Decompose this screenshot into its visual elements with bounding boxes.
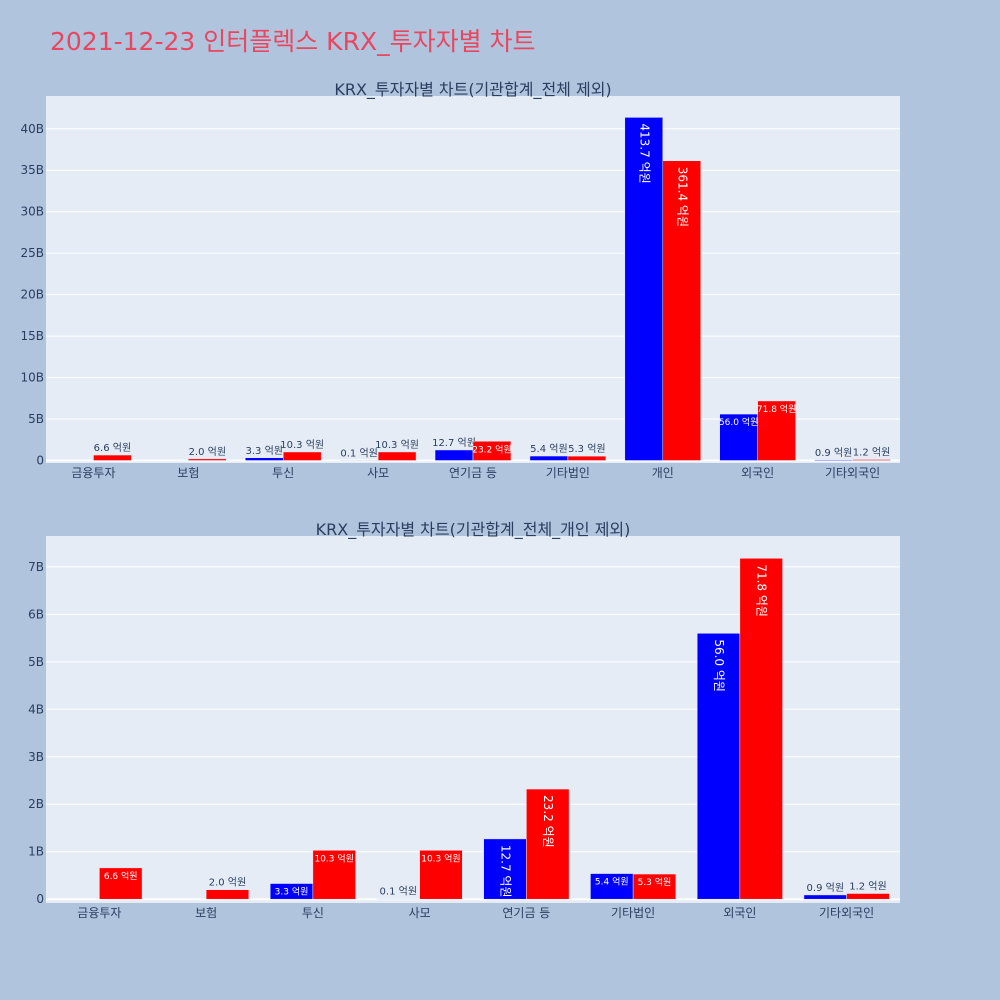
bar-data-label: 2.0 억원 [189,446,226,458]
page-title: 2021-12-23 인터플렉스 KRX_투자자별 차트 [50,27,536,56]
y-tick-label: 6B [28,607,44,621]
y-tick-label: 30B [20,205,44,219]
y-tick-label: 0 [36,454,44,468]
x-tick-label: 연기금 등 [502,906,550,920]
sell-bar [282,451,322,461]
x-tick-label: 사모 [367,466,389,480]
sell-bar [99,867,143,900]
x-tick-label: 사모 [409,906,431,920]
y-tick-label: 15B [20,329,44,343]
chart-1: 0 5B 10B 15B 20B 25B 30B 35B 40B KRX_투자자별 차트(기관합계… [20,80,900,480]
bar-data-label: 361.4 억원 [675,167,689,227]
x-tick-label: 금융투자 [71,466,115,480]
bar-data-label: 56.0 억원 [719,416,758,428]
x-tick-label: 보험 [195,906,217,920]
x-tick-label: 기타외국인 [825,466,880,480]
x-tick-label: 기타법인 [546,466,590,480]
sell-bar [312,850,356,900]
buy-bar [434,449,474,461]
y-tick-label: 20B [20,288,44,302]
bar-data-label: 5.4 억원 [530,443,567,455]
bar-data-label: 0.9 억원 [807,882,844,894]
y-tick-label: 2B [28,797,44,811]
sell-bar [205,889,250,900]
sell-bar [472,441,512,461]
bar-data-label: 12.7 억원 [432,437,476,449]
bar-data-label: 10.3 억원 [314,852,353,864]
sell-bar [377,451,417,461]
x-tick-label: 보험 [177,466,199,480]
bar-data-label: 2.0 억원 [209,877,246,889]
y-tick-label: 7B [28,560,44,574]
x-tick-label: 기타외국인 [819,906,874,920]
x-tick-label: 투신 [272,466,294,480]
bar-data-label: 10.3 억원 [375,439,419,451]
bar-data-label: 12.7 억원 [499,845,513,898]
sell-bar [419,850,463,900]
bar-data-label: 1.2 억원 [849,881,886,893]
y-tick-label: 4B [28,702,44,716]
x-tick-label: 금융투자 [77,906,121,920]
y-tick-label: 1B [28,845,44,859]
bar-data-label: 0.1 억원 [340,447,377,459]
x-tick-label: 투신 [302,906,324,920]
chart-2: 0 1B 2B 3B 4B 5B 6B 7B KRX_투자자별 차트(기관합계_전체_개인 제외… [28,520,900,920]
bar-data-label: 3.3 억원 [246,445,283,457]
bar-data-label: 6.6 억원 [94,442,131,454]
y-tick-label: 5B [28,655,44,669]
buy-bar [529,455,569,461]
sell-bar [846,893,890,900]
bar-data-label: 0.9 억원 [815,447,852,459]
buy-bar [696,633,741,900]
sell-bar [632,873,677,900]
buy-bar [624,117,664,461]
sell-bar [757,400,796,461]
sell-bar [526,788,570,900]
sell-bar [739,558,783,900]
buy-bar [803,894,847,900]
sell-bar [852,459,891,461]
bar-data-label: 23.2 억원 [541,795,555,848]
buy-bar [814,459,853,461]
bar-data-label: 5.3 억원 [568,443,605,455]
y-tick-label: 25B [20,246,44,260]
bar-data-label: 71.8 억원 [755,564,769,617]
buy-bar [483,838,527,900]
bar-data-label: 413.7 억원 [637,123,651,183]
y-tick-label: 10B [20,371,44,385]
bar-data-label: 5.3 억원 [638,876,672,888]
bar-data-label: 6.6 억원 [104,870,138,882]
chart-title: KRX_투자자별 차트(기관합계_전체_개인 제외) [316,520,631,540]
bar-data-label: 0.1 억원 [380,886,417,898]
y-tick-label: 0 [36,892,44,906]
x-tick-label: 외국인 [741,466,774,480]
bar-data-label: 10.3 억원 [280,439,324,451]
sell-bar [662,160,701,461]
y-tick-label: 3B [28,750,44,764]
bar-data-label: 10.3 억원 [421,852,460,864]
x-tick-label: 기타법인 [611,906,655,920]
y-tick-label: 40B [20,122,44,136]
buy-bar [719,413,758,461]
x-tick-label: 외국인 [723,906,756,920]
bar-data-label: 56.0 억원 [712,639,726,692]
buy-bar [245,457,284,461]
sell-bar [93,454,132,461]
y-tick-label: 35B [20,163,44,177]
chart-title: KRX_투자자별 차트(기관합계_전체 제외) [334,80,611,100]
y-tick-label: 5B [28,412,44,426]
bar-data-label: 23.2 억원 [472,443,511,455]
bar-data-label: 71.8 억원 [757,403,796,415]
bar-data-label: 3.3 억원 [275,886,309,898]
bar-data-label: 1.2 억원 [853,447,890,459]
x-tick-label: 개인 [652,466,674,480]
x-tick-label: 연기금 등 [449,466,497,480]
bar-data-label: 5.4 억원 [595,876,629,888]
sell-bar [567,455,607,461]
sell-bar [188,458,227,461]
